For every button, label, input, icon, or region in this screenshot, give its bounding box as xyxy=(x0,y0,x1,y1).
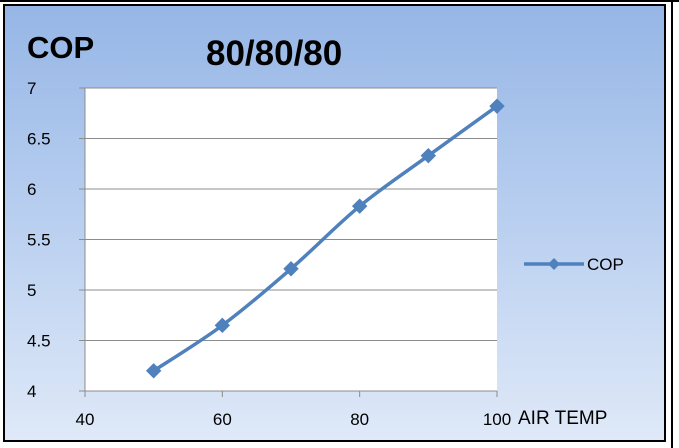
series-line-cop xyxy=(152,104,499,373)
data-point-marker xyxy=(283,261,299,277)
x-tick-label: 80 xyxy=(350,410,369,429)
data-point-marker xyxy=(214,317,231,334)
y-tick-label: 6 xyxy=(27,180,36,199)
y-axis-unit-label: COP xyxy=(27,30,95,65)
data-point-marker xyxy=(145,363,162,379)
legend-label-cop: COP xyxy=(587,255,624,274)
y-tick-label: 4.5 xyxy=(27,332,51,351)
gridlines xyxy=(79,87,498,397)
series-group xyxy=(145,98,505,379)
x-tick-label: 60 xyxy=(213,410,232,429)
y-tick-label: 6.5 xyxy=(27,130,51,149)
data-point-marker xyxy=(351,198,368,214)
x-tick-label: 40 xyxy=(76,410,95,429)
right-border xyxy=(671,0,673,448)
x-tick-labels: 40 60 80 100 xyxy=(76,410,512,429)
legend-marker-cop xyxy=(548,258,560,270)
y-tick-label: 5 xyxy=(27,281,36,300)
legend: COP xyxy=(524,255,624,274)
data-point-marker xyxy=(420,147,437,164)
y-tick-label: 4 xyxy=(27,382,36,401)
data-point-marker xyxy=(489,98,505,114)
chart-title: 80/80/80 xyxy=(206,34,343,73)
top-border xyxy=(0,0,679,2)
y-tick-labels: 4 4.5 5 5.5 6 6.5 7 xyxy=(27,79,51,401)
x-tick-label: 100 xyxy=(483,410,511,429)
y-tick-label: 5.5 xyxy=(27,231,51,250)
y-tick-label: 7 xyxy=(27,79,36,98)
x-axis-label: AIR TEMP xyxy=(518,408,608,429)
